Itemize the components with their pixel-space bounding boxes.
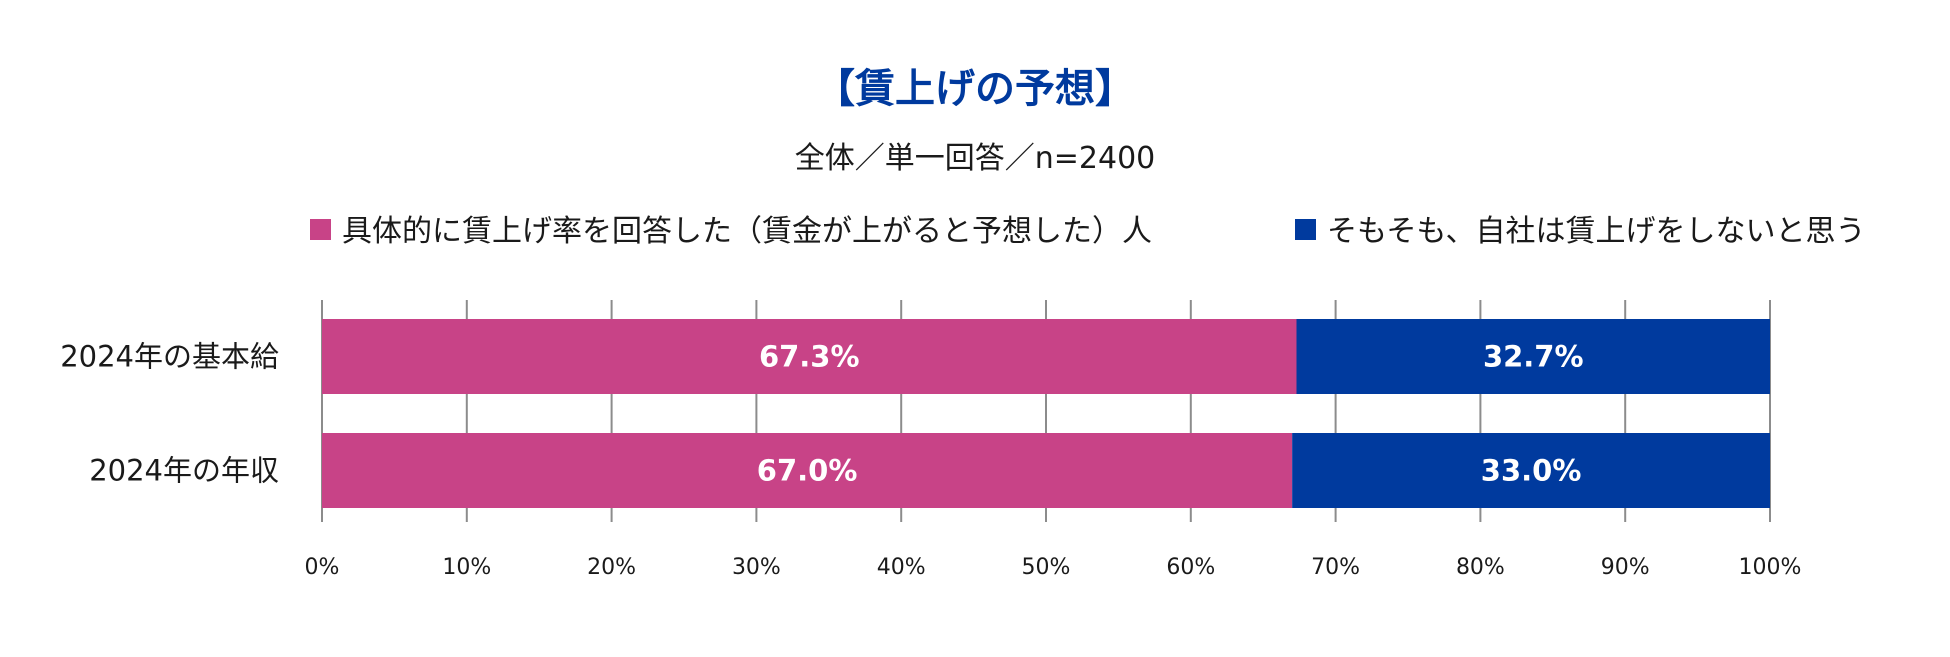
tick-label-1: 10% bbox=[442, 555, 491, 580]
legend: 具体的に賃上げ率を回答した（賃金が上がると予想した）人 そもそも、自社は賃上げをし… bbox=[310, 214, 1866, 249]
x-axis-tick-labels: 0% 10% 20% 30% 40% 50% 60% 70% 80% 90% 100% bbox=[305, 555, 1802, 580]
tick-label-2: 20% bbox=[587, 555, 636, 580]
tick-label-4: 40% bbox=[877, 555, 926, 580]
category-label-2: 2024年の年収 bbox=[89, 454, 279, 488]
bars: 67.3% 32.7% 67.0% 33.0% bbox=[322, 319, 1770, 508]
tick-label-3: 30% bbox=[732, 555, 781, 580]
bar-2-series-1 bbox=[322, 433, 1293, 508]
tick-label-0: 0% bbox=[305, 555, 340, 580]
tick-label-10: 100% bbox=[1739, 555, 1802, 580]
data-label-2-series-1: 67.0% bbox=[757, 454, 858, 488]
chart-subtitle: 全体／単一回答／n=2400 bbox=[795, 141, 1156, 176]
tick-label-9: 90% bbox=[1601, 555, 1650, 580]
tick-label-7: 70% bbox=[1311, 555, 1360, 580]
bar-1-series-2 bbox=[1296, 319, 1770, 394]
category-labels: 2024年の基本給 2024年の年収 bbox=[60, 340, 279, 488]
category-label-1: 2024年の基本給 bbox=[60, 340, 279, 374]
bar-2-series-2 bbox=[1292, 433, 1770, 508]
data-label-1-series-2: 32.7% bbox=[1483, 340, 1584, 374]
legend-label-2: そもそも、自社は賃上げをしないと思う bbox=[1327, 214, 1866, 249]
tick-label-6: 60% bbox=[1166, 555, 1215, 580]
legend-swatch-1 bbox=[310, 219, 331, 240]
data-label-1-series-1: 67.3% bbox=[759, 340, 860, 374]
tick-label-5: 50% bbox=[1022, 555, 1071, 580]
tick-label-8: 80% bbox=[1456, 555, 1505, 580]
chart-title: 【賃上げの予想】 bbox=[815, 66, 1135, 112]
legend-swatch-2 bbox=[1295, 219, 1316, 240]
data-label-2-series-2: 33.0% bbox=[1481, 454, 1582, 488]
bar-1-series-1 bbox=[322, 319, 1297, 394]
legend-label-1: 具体的に賃上げ率を回答した（賃金が上がると予想した）人 bbox=[342, 214, 1152, 249]
